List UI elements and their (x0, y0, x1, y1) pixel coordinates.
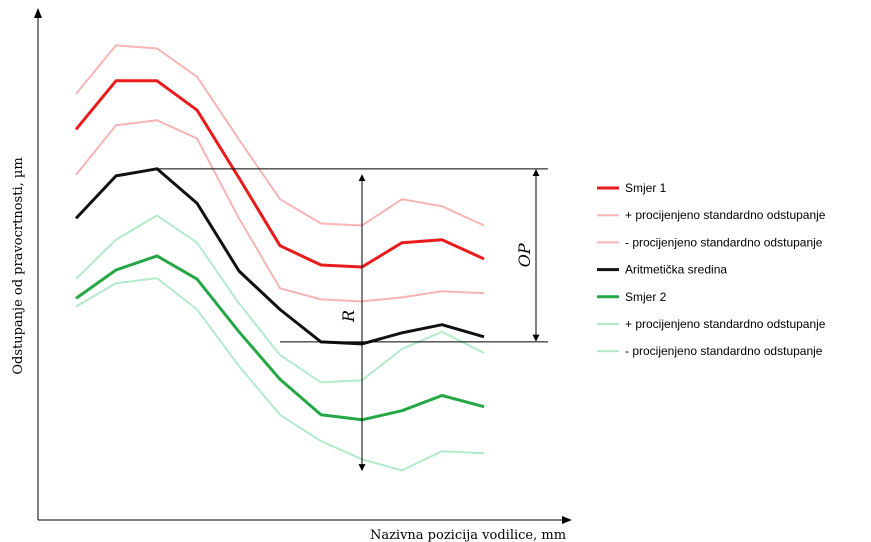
legend: Smjer 1 + procijenjeno standardno odstupa… (597, 181, 826, 358)
series-line-6 (75, 214, 485, 384)
y-axis-arrow-icon (34, 8, 42, 18)
legend-label-2: + procijenjeno standardno odstupanje (625, 208, 826, 222)
series-line-5 (75, 254, 485, 422)
series-line-4 (74, 167, 485, 346)
axes (34, 8, 572, 524)
legend-label-6: + procijenjeno standardno odstupanje (625, 317, 826, 331)
op-label: OP (515, 243, 534, 267)
series-line-2 (75, 44, 485, 227)
legend-label-7: - procijenjeno standardno odstupanje (625, 344, 823, 358)
legend-label-5: Smjer 2 (625, 290, 667, 304)
legend-label-1: Smjer 1 (625, 181, 667, 195)
legend-label-4: Aritmetička sredina (625, 263, 727, 277)
x-axis-label: Nazivna pozicija vodilice, mm (370, 528, 566, 542)
legend-label-3: - procijenjeno standardno odstupanje (625, 235, 823, 249)
series-line-7 (75, 277, 485, 472)
series-line-3 (75, 119, 485, 303)
series-layer (74, 44, 485, 472)
series-line-1 (74, 79, 485, 269)
x-axis-arrow-icon (562, 516, 572, 524)
annotation-layer: OP R (157, 168, 548, 472)
y-axis-label: Odstupanje od pravocrtnosti, µm (11, 157, 26, 374)
r-label: R (339, 310, 358, 323)
